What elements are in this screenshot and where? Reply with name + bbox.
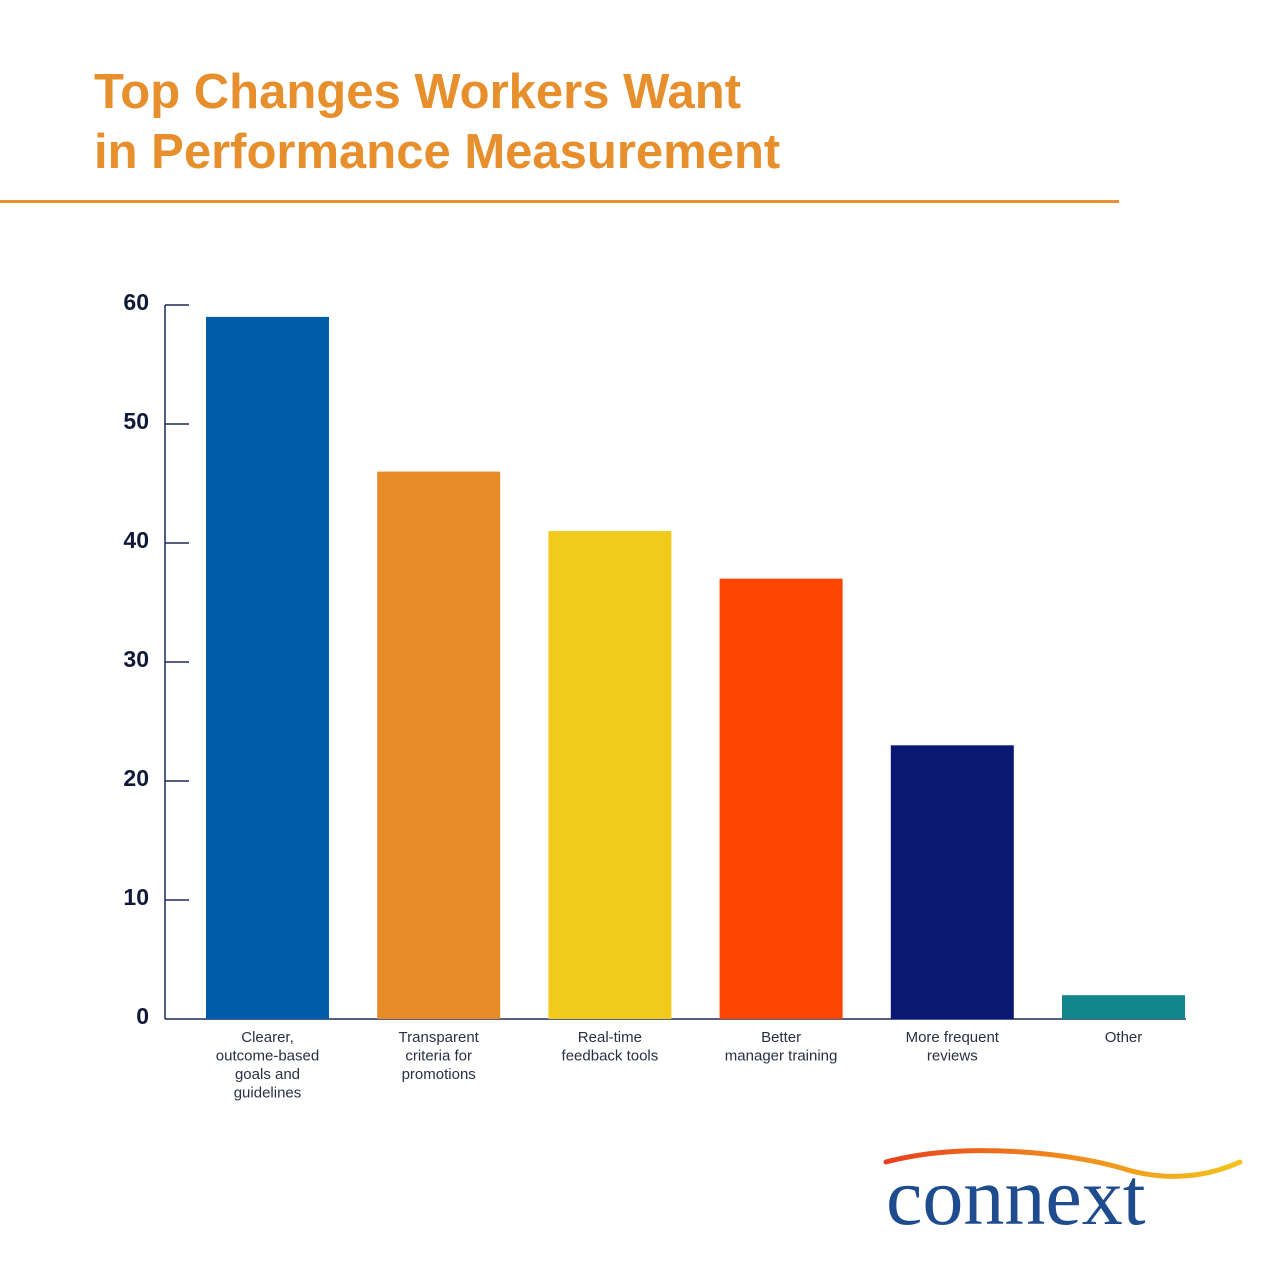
bar-chart: 0 10 20 30 40 50 60 Clearer, outcome-based goals… <box>123 289 1186 1102</box>
chart-title-line-2: in Performance Measurement <box>94 125 781 179</box>
chart-title-line-1: Top Changes Workers Want <box>94 65 742 119</box>
bar-1 <box>206 316 329 1019</box>
x-label-3: Real-time feedback tools <box>562 1029 659 1065</box>
logo-swoosh-icon <box>883 1148 1243 1179</box>
bar-3 <box>548 531 672 1019</box>
bars <box>206 316 1185 1020</box>
x-label-4: Better manager training <box>725 1029 838 1065</box>
y-axis: 0 10 20 30 40 50 60 <box>123 289 1186 1029</box>
bar-6 <box>1062 995 1185 1019</box>
y-tick-label-20: 20 <box>123 765 149 791</box>
y-tick-label-40: 40 <box>123 527 149 553</box>
bar-2 <box>377 471 501 1020</box>
chart-title: Top Changes Workers Want in Performance … <box>94 62 780 182</box>
title-divider <box>0 200 1119 203</box>
y-tick-label-10: 10 <box>123 884 149 910</box>
x-label-6: Other <box>1105 1029 1143 1046</box>
y-tick-label-30: 30 <box>123 646 149 672</box>
connext-logo: connext <box>883 1148 1243 1242</box>
y-tick-label-0: 0 <box>136 1003 149 1029</box>
logo-text: connext <box>886 1151 1146 1242</box>
x-axis-labels: Clearer, outcome-based goals and guidelines… <box>216 1029 1142 1102</box>
bar-5 <box>890 745 1014 1019</box>
x-label-5: More frequent reviews <box>906 1029 1000 1065</box>
y-tick-label-50: 50 <box>123 408 149 434</box>
x-label-2: Transparent criteria for promotions <box>399 1029 480 1083</box>
y-tick-label-60: 60 <box>123 289 149 315</box>
bar-4 <box>719 578 843 1019</box>
x-label-1: Clearer, outcome-based goals and guidelines <box>216 1029 319 1102</box>
